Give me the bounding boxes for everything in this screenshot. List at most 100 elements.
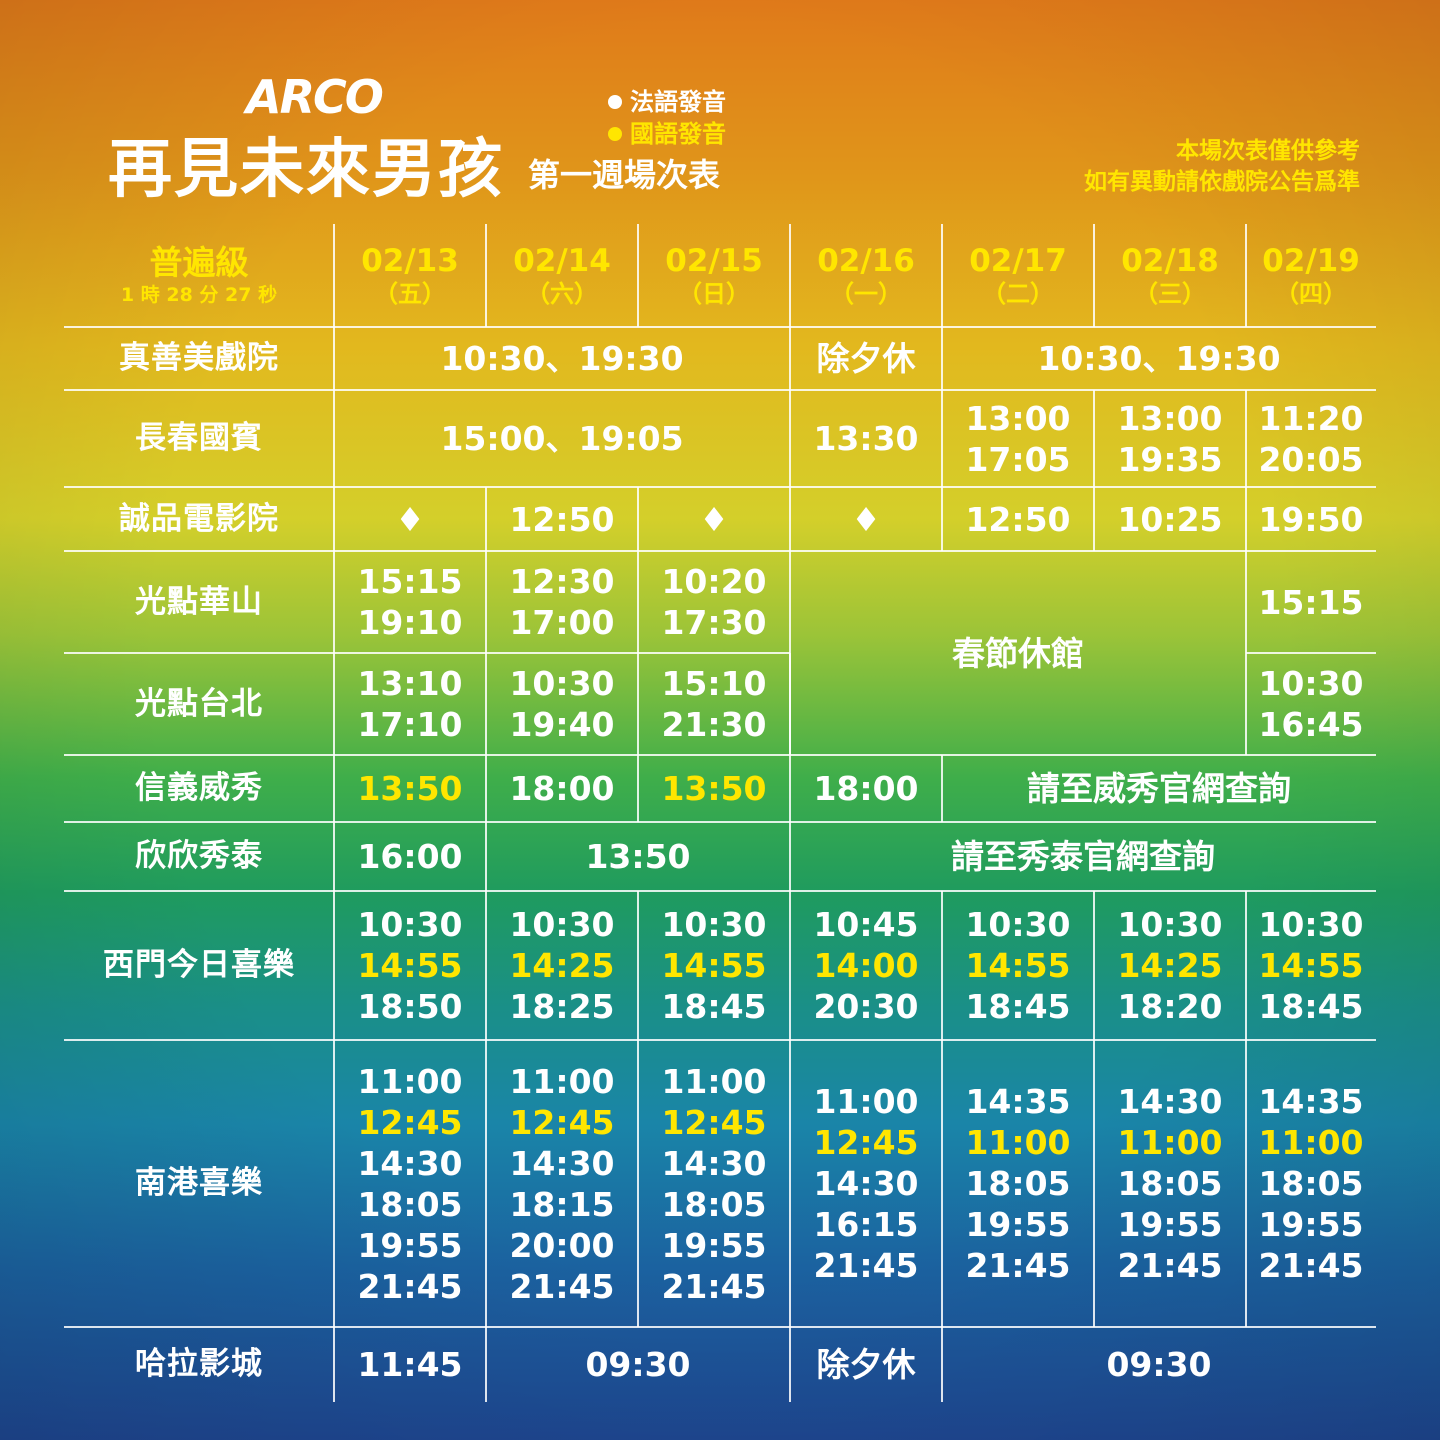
showtime: 21:45 (357, 1266, 463, 1306)
showtime: 13:00 (965, 398, 1071, 438)
grid-line (1245, 224, 1247, 327)
weekday-label: （五） (374, 279, 446, 308)
showtime: 18:00 (509, 769, 615, 808)
showtime-cell: 10:30 14:55 18:45 (1246, 891, 1376, 1040)
grid-line (333, 653, 335, 755)
grid-line (333, 1040, 335, 1327)
showtime: 21:45 (965, 1246, 1071, 1285)
showtime: 11:00 (661, 1061, 767, 1101)
showtime-cell: 10:30 16:45 (1246, 653, 1376, 755)
showtime-mandarin: 12:45 (509, 1102, 615, 1142)
weekday-label: （日） (678, 279, 750, 308)
showtime: 11:00 (357, 1061, 463, 1101)
showtime-cell: 13:10 17:10 (334, 653, 486, 755)
showtime: 13:50 (585, 837, 691, 876)
showtime: 19:50 (1258, 499, 1364, 539)
showtime: 13:30 (813, 419, 919, 458)
showtime: 10:30、19:30 (440, 339, 684, 378)
showtime-cell: 11:20 20:05 (1246, 390, 1376, 487)
grid-line (1245, 653, 1247, 755)
poster-header: ARCO 再見未來男孩 第一週場次表 法語發音 國語發音 本場次表僅供參考 如有… (0, 0, 1440, 225)
showtime-cell: 10:30 14:55 18:45 (638, 891, 790, 1040)
showtime: 20:05 (1258, 439, 1364, 479)
showtime-mandarin: 14:55 (661, 946, 767, 985)
showtime: 12:30 (509, 562, 615, 601)
showtime-cell: 11:00 12:45 14:30 16:15 21:45 (790, 1040, 942, 1327)
grid-line (941, 755, 943, 822)
showtime-mandarin: 11:00 (1258, 1123, 1364, 1162)
showtime: 18:05 (661, 1184, 767, 1224)
showtime-cell: 12:30 17:00 (486, 551, 638, 653)
showtime-mandarin: 14:25 (1117, 946, 1223, 985)
grid-line (485, 891, 487, 1040)
showtime: ♦ (395, 499, 425, 539)
showtime-cell: 13:00 19:35 (1094, 390, 1246, 487)
showtime: 14:30 (813, 1164, 919, 1203)
showtime: 10:30 (509, 905, 615, 944)
grid-line (1093, 390, 1095, 487)
showtime: 09:30 (585, 1345, 691, 1384)
showtime: 18:05 (965, 1164, 1071, 1203)
grid-line (333, 390, 335, 487)
grid-line (64, 486, 1376, 488)
grid-line (789, 224, 791, 327)
grid-line (485, 487, 487, 551)
grid-line (64, 754, 1376, 756)
grid-line (485, 224, 487, 327)
grid-line (941, 327, 943, 390)
showtime-cell: 10:30 14:25 18:20 (1094, 891, 1246, 1040)
date-header: 02/14 （六） (486, 224, 638, 327)
showtime: 14:30 (1117, 1082, 1223, 1121)
showtime-cell: 14:35 11:00 18:05 19:55 21:45 (942, 1040, 1094, 1327)
grid-line (64, 1039, 1376, 1041)
showtime: 21:45 (1258, 1246, 1364, 1285)
showtime: 11:00 (813, 1082, 919, 1121)
showtime: 20:00 (509, 1225, 615, 1265)
showtime-cell: 18:00 (486, 755, 638, 822)
legend-item-french: 法語發音 (608, 86, 726, 118)
showtime: 14:35 (1258, 1082, 1364, 1121)
showtime: 19:10 (357, 603, 463, 642)
grid-line (1245, 487, 1247, 551)
showtime: 14:30 (357, 1143, 463, 1183)
showtime: 14:30 (661, 1143, 767, 1183)
grid-line (64, 550, 1376, 552)
cinema-name: 光點華山 (135, 583, 263, 620)
grid-line (1246, 652, 1376, 654)
cinema-name: 誠品電影院 (119, 500, 279, 537)
showtime: 10:20 (661, 562, 767, 601)
cinema-name: 南港喜樂 (135, 1165, 263, 1201)
showtime: 17:30 (661, 603, 767, 642)
grid-line (789, 1327, 791, 1402)
showtime: 19:40 (509, 705, 615, 744)
grid-line (941, 1327, 943, 1402)
grid-line (637, 755, 639, 822)
date-label: 02/13 (361, 242, 459, 279)
showtime: 19:35 (1117, 439, 1223, 479)
showtime: 17:10 (357, 705, 463, 744)
showtime: 除夕休 (816, 1345, 916, 1384)
cinema-name: 哈拉影城 (135, 1346, 263, 1382)
grid-line (637, 487, 639, 551)
showtime-cell: 10:30 14:55 18:50 (334, 891, 486, 1040)
showtime-cell: 16:00 (334, 822, 486, 891)
showtime-cell: 10:25 (1094, 487, 1246, 551)
showtime: 15:00、19:05 (440, 419, 684, 458)
showtime: 10:45 (813, 905, 919, 944)
showtime: 18:00 (813, 769, 919, 808)
legend-label: 國語發音 (630, 120, 726, 148)
showtime: 請至秀泰官網查詢 (951, 837, 1215, 876)
showtime: 21:45 (813, 1246, 919, 1285)
grid-line (1093, 487, 1095, 551)
showtime-mandarin: 12:45 (813, 1123, 919, 1162)
showtime-cell: 除夕休 (790, 327, 942, 390)
grid-line (485, 1040, 487, 1327)
grid-line (789, 487, 791, 551)
showtime: 09:30 (1106, 1345, 1212, 1384)
showtime-cell: 15:10 21:30 (638, 653, 790, 755)
grid-line (485, 755, 487, 822)
showtime: 18:20 (1117, 987, 1223, 1026)
showtime: 13:10 (357, 664, 463, 703)
grid-line (64, 821, 1376, 823)
showtime-cell: 09:30 (486, 1327, 790, 1402)
